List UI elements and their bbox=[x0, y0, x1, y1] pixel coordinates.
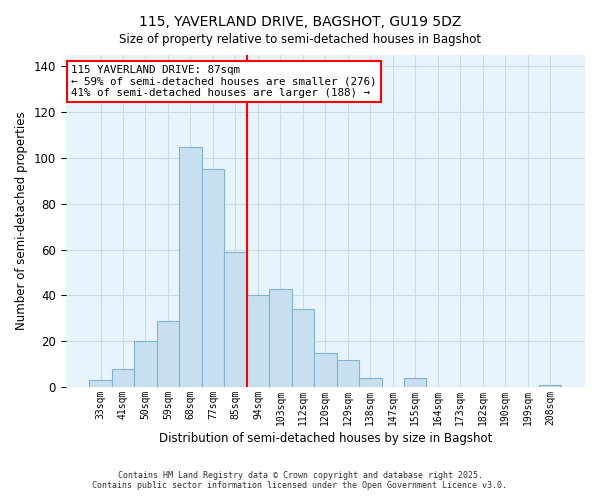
Y-axis label: Number of semi-detached properties: Number of semi-detached properties bbox=[15, 112, 28, 330]
Bar bbox=[89, 380, 112, 387]
Bar bbox=[157, 320, 179, 387]
Bar bbox=[337, 360, 359, 387]
Bar bbox=[539, 384, 562, 387]
Bar bbox=[179, 146, 202, 387]
Bar bbox=[269, 288, 292, 387]
Text: Size of property relative to semi-detached houses in Bagshot: Size of property relative to semi-detach… bbox=[119, 32, 481, 46]
Bar bbox=[404, 378, 427, 387]
Text: 115 YAVERLAND DRIVE: 87sqm
← 59% of semi-detached houses are smaller (276)
41% o: 115 YAVERLAND DRIVE: 87sqm ← 59% of semi… bbox=[71, 65, 376, 98]
Bar bbox=[112, 368, 134, 387]
Bar bbox=[134, 341, 157, 387]
Bar bbox=[202, 170, 224, 387]
X-axis label: Distribution of semi-detached houses by size in Bagshot: Distribution of semi-detached houses by … bbox=[158, 432, 492, 445]
Text: Contains HM Land Registry data © Crown copyright and database right 2025.
Contai: Contains HM Land Registry data © Crown c… bbox=[92, 470, 508, 490]
Bar bbox=[314, 352, 337, 387]
Bar bbox=[247, 296, 269, 387]
Bar bbox=[292, 309, 314, 387]
Bar bbox=[224, 252, 247, 387]
Bar bbox=[359, 378, 382, 387]
Text: 115, YAVERLAND DRIVE, BAGSHOT, GU19 5DZ: 115, YAVERLAND DRIVE, BAGSHOT, GU19 5DZ bbox=[139, 15, 461, 29]
